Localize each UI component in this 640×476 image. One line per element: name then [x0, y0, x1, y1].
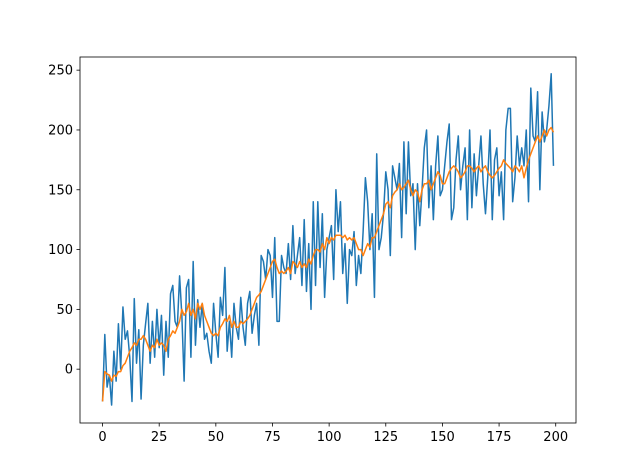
x-tick-label: 125	[373, 430, 398, 445]
x-tick-label: 50	[208, 430, 225, 445]
x-tick-label: 200	[543, 430, 568, 445]
y-tick-label: 200	[48, 123, 73, 138]
x-tick-label: 175	[487, 430, 512, 445]
y-tick-label: 0	[65, 363, 73, 378]
x-tick-label: 150	[430, 430, 455, 445]
line-series	[101, 73, 555, 406]
y-tick-label: 50	[56, 303, 73, 318]
x-tick-label: 0	[98, 430, 106, 445]
x-tick-label: 75	[264, 430, 281, 445]
y-tick-label: 150	[48, 183, 73, 198]
y-tick-label: 100	[48, 243, 73, 258]
x-tick-label: 100	[317, 430, 342, 445]
y-tick-label: 250	[48, 64, 73, 79]
x-tick-label: 25	[151, 430, 168, 445]
line-series	[101, 126, 555, 402]
axes-frame	[79, 56, 577, 424]
